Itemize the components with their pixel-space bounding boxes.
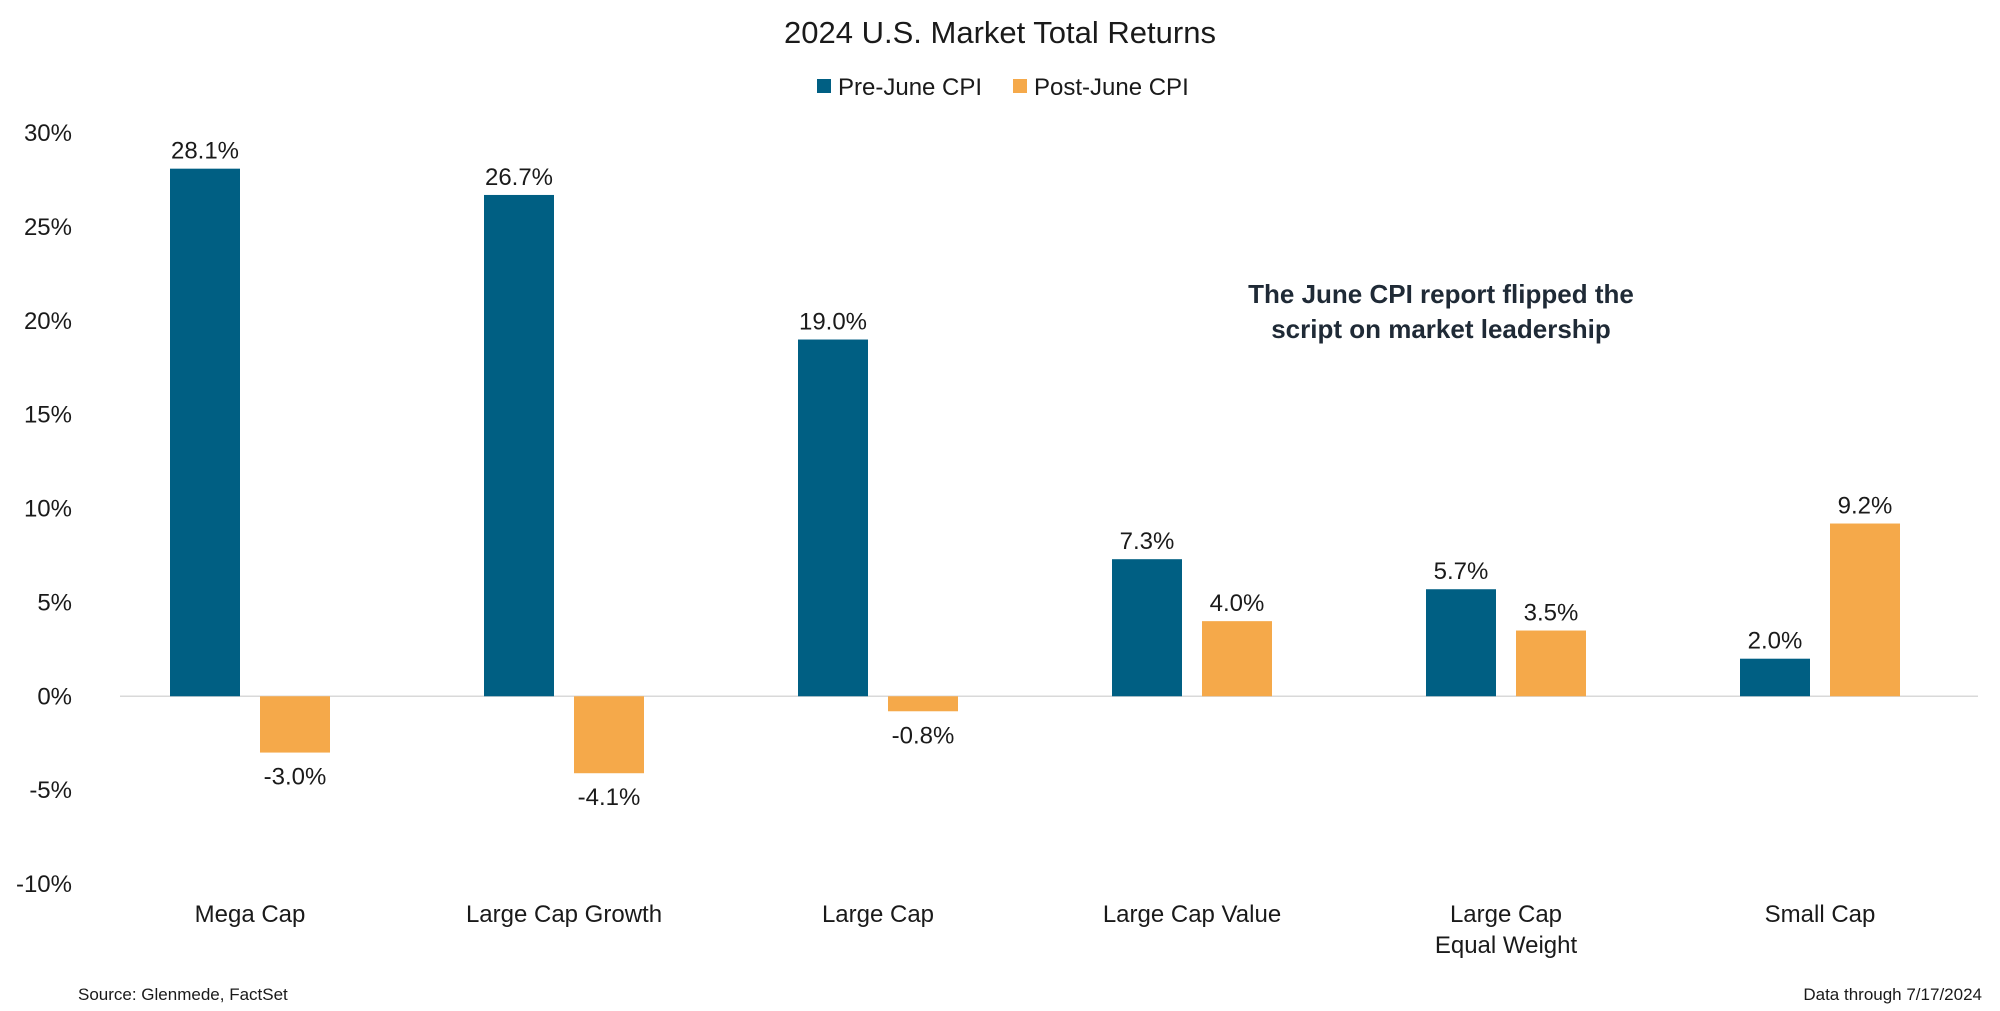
x-axis: Mega Cap Large Cap Growth Large Cap Large C… — [195, 901, 1876, 959]
y-axis: 30% 25% 20% 15% 10% 5% 0% -5% -10% — [16, 120, 1978, 898]
data-label-post-june-cpi-large-cap: -0.8% — [892, 722, 955, 749]
category-label: Large Cap — [822, 901, 934, 928]
bar-post-june-cpi-mega-cap — [260, 696, 330, 753]
category-label: Large Cap Value — [1103, 901, 1281, 928]
category-label: Small Cap — [1765, 901, 1876, 928]
data-label-pre-june-cpi-mega-cap: 28.1% — [171, 138, 239, 165]
legend-swatch-post-june-cpi — [1013, 79, 1027, 93]
data-label-post-june-cpi-mega-cap: -3.0% — [264, 764, 327, 791]
bar-pre-june-cpi-large-cap-value — [1112, 559, 1182, 697]
data-label-pre-june-cpi-large-cap: 19.0% — [799, 309, 867, 336]
data-label-post-june-cpi-large-cap-growth: -4.1% — [578, 784, 641, 811]
data-label-post-june-cpi-large-cap-equal-weight: 3.5% — [1524, 600, 1579, 627]
y-tick-label: 0% — [37, 683, 72, 710]
y-tick-label: 10% — [24, 496, 72, 523]
category-label: Large Cap — [1450, 901, 1562, 928]
data-labels: 28.1% -3.0% 26.7% -4.1% 19.0% -0.8% 7.3% 4.0% 5.… — [171, 138, 1892, 812]
data-label-post-june-cpi-large-cap-value: 4.0% — [1210, 590, 1265, 617]
y-tick-label: 20% — [24, 308, 72, 335]
bars — [170, 168, 1900, 774]
bar-post-june-cpi-large-cap — [888, 696, 958, 712]
category-label: Large Cap Growth — [466, 901, 662, 928]
y-tick-label: 30% — [24, 120, 72, 147]
bar-post-june-cpi-large-cap-growth — [574, 696, 644, 774]
data-through-note: Data through 7/17/2024 — [1803, 985, 1982, 1004]
y-tick-label: -5% — [29, 777, 72, 804]
y-tick-label: 5% — [37, 589, 72, 616]
y-tick-label: -10% — [16, 871, 72, 898]
bar-pre-june-cpi-small-cap — [1740, 658, 1810, 697]
bar-post-june-cpi-small-cap — [1830, 523, 1900, 697]
data-label-pre-june-cpi-large-cap-equal-weight: 5.7% — [1434, 558, 1489, 585]
annotation: The June CPI report flipped the script on… — [1248, 279, 1634, 344]
chart-title: 2024 U.S. Market Total Returns — [784, 15, 1216, 50]
category-label: Mega Cap — [195, 901, 306, 928]
annotation-line: script on market leadership — [1271, 314, 1611, 344]
y-tick-label: 25% — [24, 214, 72, 241]
data-label-pre-june-cpi-large-cap-growth: 26.7% — [485, 164, 553, 191]
bar-pre-june-cpi-mega-cap — [170, 168, 240, 697]
category-label: Equal Weight — [1435, 932, 1578, 959]
source-note: Source: Glenmede, FactSet — [78, 985, 288, 1004]
bar-post-june-cpi-large-cap-equal-weight — [1516, 630, 1586, 697]
legend: Pre-June CPI Post-June CPI — [817, 74, 1189, 101]
data-label-post-june-cpi-small-cap: 9.2% — [1838, 493, 1893, 520]
bar-pre-june-cpi-large-cap-equal-weight — [1426, 589, 1496, 697]
bar-post-june-cpi-large-cap-value — [1202, 621, 1272, 697]
annotation-line: The June CPI report flipped the — [1248, 279, 1634, 309]
bar-pre-june-cpi-large-cap-growth — [484, 194, 554, 697]
legend-label-post-june-cpi: Post-June CPI — [1034, 74, 1189, 101]
bar-pre-june-cpi-large-cap — [798, 339, 868, 697]
legend-label-pre-june-cpi: Pre-June CPI — [838, 74, 982, 101]
data-label-pre-june-cpi-large-cap-value: 7.3% — [1120, 528, 1175, 555]
legend-swatch-pre-june-cpi — [817, 79, 831, 93]
y-tick-label: 15% — [24, 402, 72, 429]
data-label-pre-june-cpi-small-cap: 2.0% — [1748, 628, 1803, 655]
